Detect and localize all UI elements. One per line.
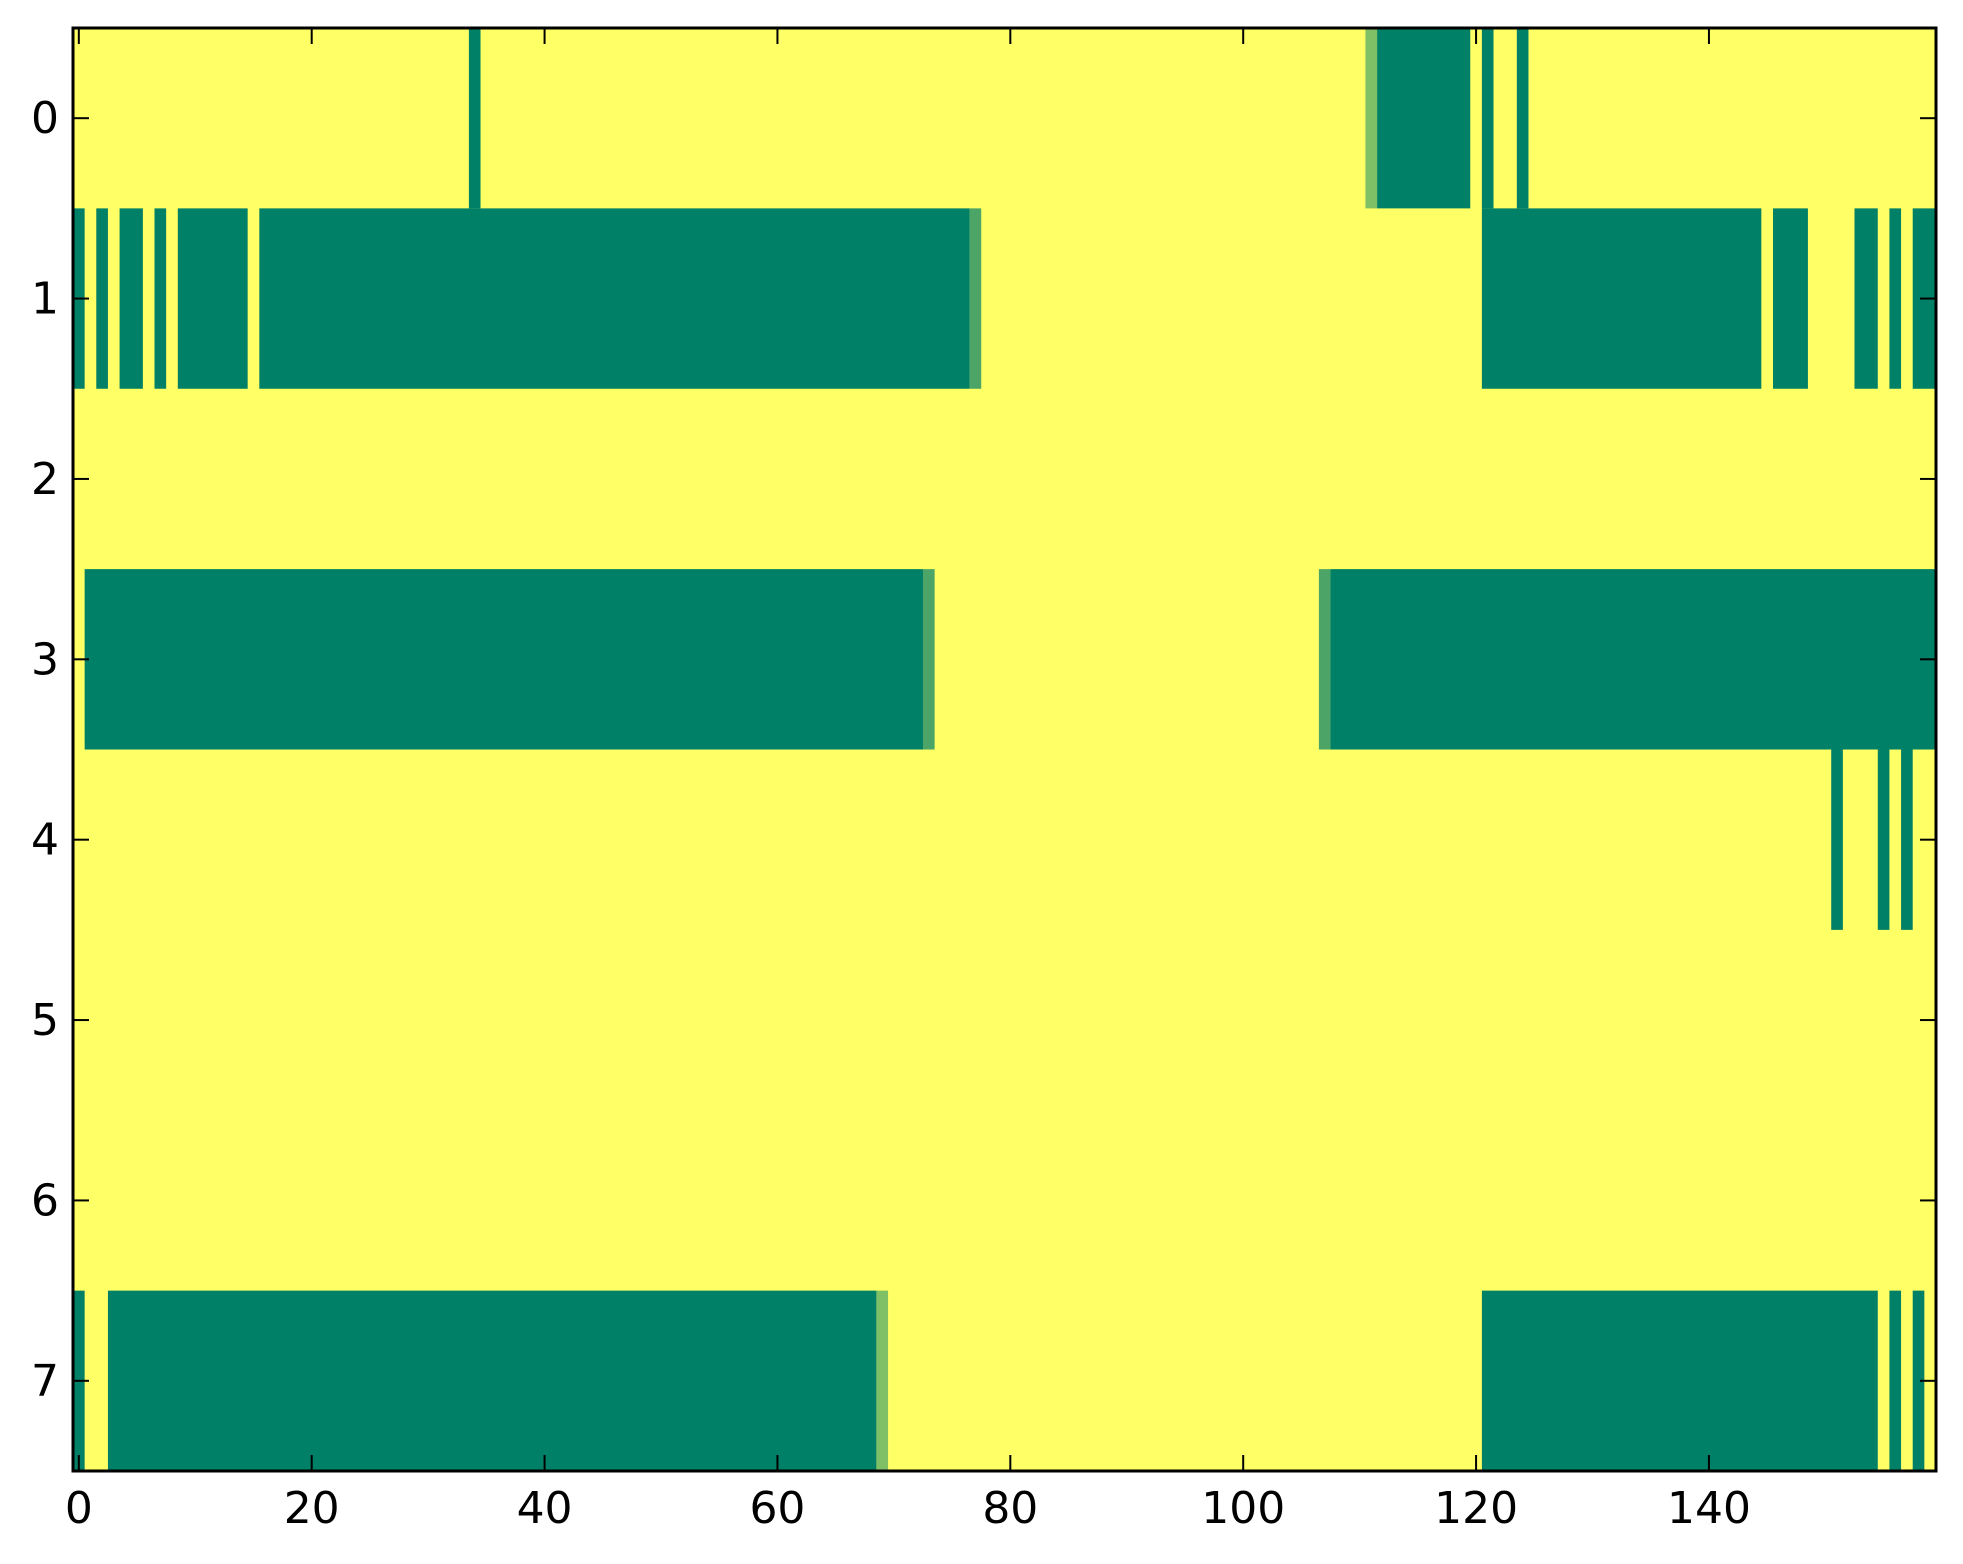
x-tick-label: 100 <box>1201 1483 1285 1534</box>
y-tick-label: 7 <box>31 1356 59 1407</box>
heatmap-cell-run <box>107 1290 877 1472</box>
heatmap-cell-run <box>1377 28 1471 209</box>
heatmap-cell-run <box>1901 749 1913 930</box>
heatmap-cell-run <box>876 1290 889 1472</box>
y-tick-label: 5 <box>31 995 59 1046</box>
y-tick-label: 3 <box>31 634 59 685</box>
y-tick-label: 4 <box>31 815 59 866</box>
heatmap-cell-run <box>1481 208 1762 389</box>
x-tick-label: 140 <box>1667 1483 1751 1534</box>
heatmap-cell-run <box>177 208 248 389</box>
y-tick-label: 1 <box>31 274 59 325</box>
heatmap-cell-run <box>468 28 481 209</box>
heatmap-cell-run <box>922 569 935 750</box>
heatmap-cell-run <box>1889 1290 1902 1472</box>
heatmap-cell-run <box>96 208 108 389</box>
heatmap-cell-run <box>1365 28 1378 209</box>
heatmap-cell-run <box>1831 749 1843 930</box>
x-tick-label: 60 <box>749 1483 805 1534</box>
heatmap-cell-run <box>259 208 970 389</box>
heatmap-cell-run <box>1889 208 1902 389</box>
heatmap-cell-run <box>84 569 923 750</box>
x-tick-label: 0 <box>65 1483 93 1534</box>
heatmap-cell-run <box>1772 208 1808 389</box>
heatmap-cell-run <box>969 208 982 389</box>
x-tick-label: 80 <box>982 1483 1038 1534</box>
x-tick-label: 120 <box>1434 1483 1518 1534</box>
plot-area <box>73 28 1936 1472</box>
x-tick-label: 20 <box>284 1483 340 1534</box>
heatmap-cell-run <box>119 208 143 389</box>
heatmap-cell-run <box>1877 749 1890 930</box>
heatmap-cell-run <box>154 208 167 389</box>
y-tick-label: 0 <box>31 93 59 144</box>
heatmap-cell-run <box>1330 569 1936 750</box>
y-tick-labels: 0 1 2 3 4 5 6 7 <box>31 93 59 1407</box>
x-tick-labels: 0 20 40 60 80 100 120 140 <box>65 1483 1751 1534</box>
y-tick-label: 2 <box>31 454 59 505</box>
heatmap-cell-run <box>1516 28 1529 209</box>
y-tick-label: 6 <box>31 1175 59 1226</box>
heatmap-cell-run <box>1481 1290 1878 1472</box>
heatmap-cell-run <box>1854 208 1878 389</box>
heatmap-cell-run <box>1912 1290 1925 1472</box>
heatmap-cells <box>73 28 1936 1472</box>
x-tick-label: 40 <box>517 1483 573 1534</box>
heatmap-cell-run <box>1481 28 1494 209</box>
heatmap-cell-run <box>1318 569 1331 750</box>
axis-ticks <box>73 28 1936 1471</box>
plot-frame <box>71 26 1938 1473</box>
